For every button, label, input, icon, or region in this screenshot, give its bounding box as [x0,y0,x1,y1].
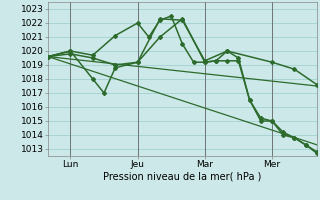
X-axis label: Pression niveau de la mer( hPa ): Pression niveau de la mer( hPa ) [103,172,261,182]
